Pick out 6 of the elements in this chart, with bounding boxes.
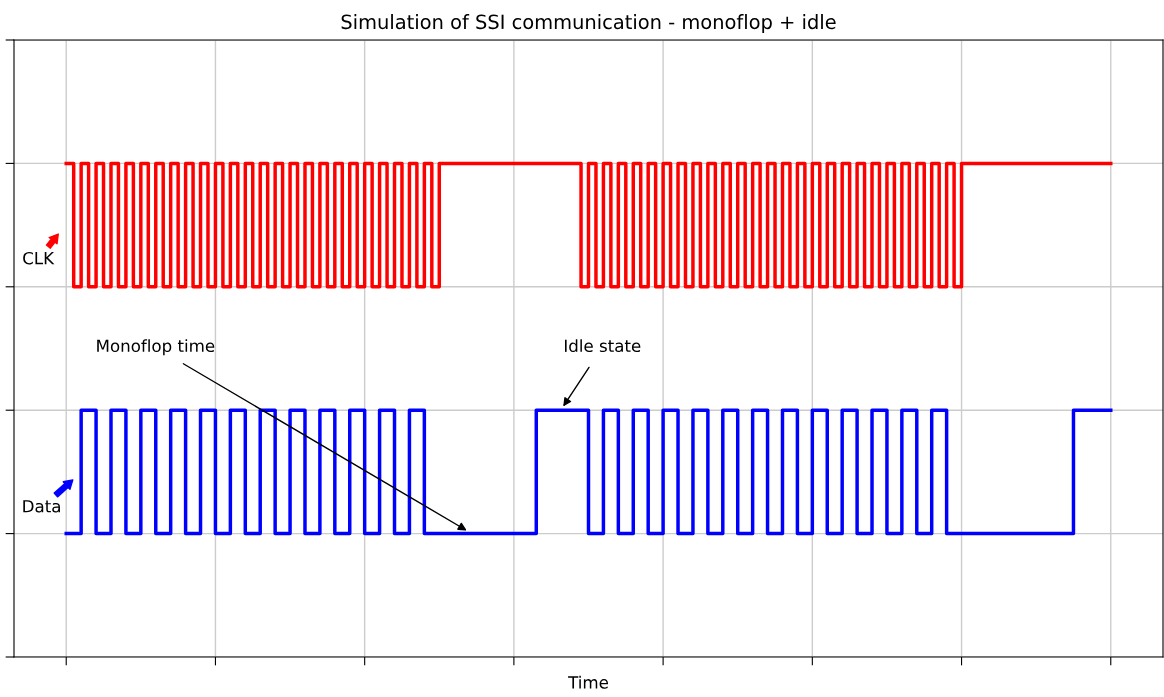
legend-label: CLK (23, 251, 55, 265)
x-axis-title: Time (568, 675, 608, 689)
annotation: Idle state (564, 339, 641, 353)
annotation: Monoflop time (97, 339, 215, 356)
chart-title: Simulation of SSI communication - monoflop + idle (341, 14, 836, 33)
legend-label: Data (23, 500, 60, 513)
